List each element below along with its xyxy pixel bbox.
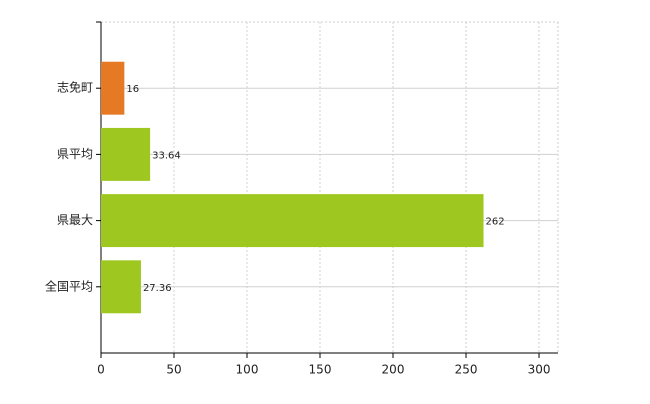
y-tick-label: 全国平均 [45, 278, 93, 293]
x-tick-label: 0 [97, 363, 105, 377]
bar [101, 260, 141, 314]
x-tick-label: 100 [236, 363, 259, 377]
bar [101, 61, 125, 115]
x-tick-label: 200 [382, 363, 405, 377]
value-label: 33.64 [152, 150, 181, 161]
bar [101, 127, 151, 181]
y-tick-label: 県最大 [57, 213, 93, 227]
x-tick-label: 250 [455, 363, 478, 377]
value-label: 27.36 [143, 283, 172, 294]
value-label: 262 [486, 217, 505, 228]
x-tick-label: 50 [166, 363, 181, 377]
value-label: 16 [126, 84, 139, 95]
y-tick-label: 志免町 [57, 80, 93, 95]
x-tick-label: 150 [309, 363, 332, 377]
y-tick-label: 県平均 [57, 147, 93, 161]
bar [101, 194, 484, 248]
x-tick-label: 300 [528, 363, 551, 377]
